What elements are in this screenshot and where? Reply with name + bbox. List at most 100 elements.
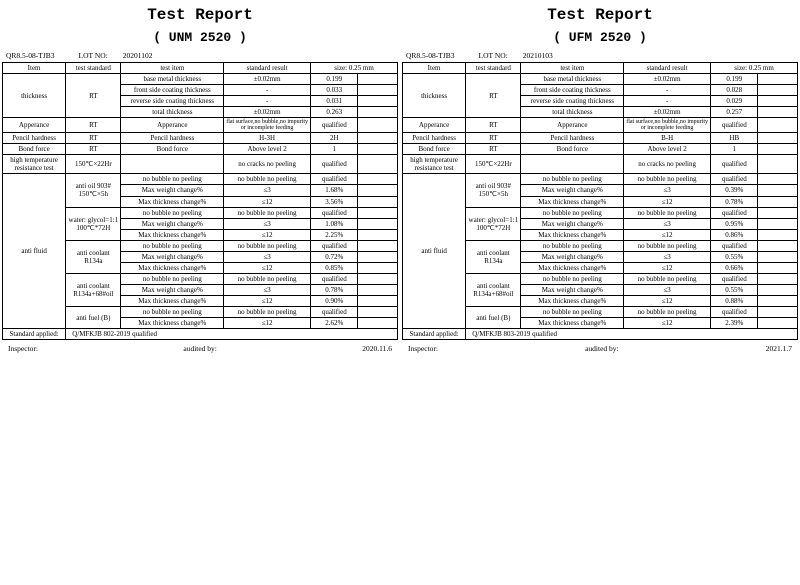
appearance-value: qualified (311, 118, 358, 133)
empty-cell (758, 306, 798, 317)
pencil-standard: H-3H (224, 133, 311, 144)
antifluid-item: no bubble no peeling (521, 174, 624, 185)
empty-cell (358, 207, 398, 218)
antifluid-item: Max thickness change% (521, 295, 624, 306)
pencil-standard: B-H (624, 133, 711, 144)
appearance-label: Apperance (3, 118, 66, 133)
pencil-std: RT (66, 133, 121, 144)
thickness-value: 0.033 (311, 85, 358, 96)
empty-cell (758, 240, 798, 251)
bond-item: Bond force (521, 144, 624, 155)
antifluid-item: Max thickness change% (521, 318, 624, 329)
report-subtitle: ( UNM 2520 ) (2, 30, 398, 45)
bond-value: 1 (311, 144, 358, 155)
thickness-item: front side coating thickness (521, 85, 624, 96)
thickness-label: thickness (403, 74, 466, 118)
empty-cell (758, 218, 798, 229)
empty-cell (758, 284, 798, 295)
antifluid-standard: no bubble no peeling (624, 306, 711, 317)
appearance-item: Apperance (521, 118, 624, 133)
empty-cell (758, 118, 798, 133)
antifluid-standard: no bubble no peeling (624, 240, 711, 251)
hdr-test-standard: test standard (66, 63, 121, 74)
bond-standard: Above level 2 (224, 144, 311, 155)
antifluid-item: Max weight change% (121, 284, 224, 295)
antifluid-standard: ≤12 (224, 318, 311, 329)
empty-cell (358, 306, 398, 317)
empty-cell (758, 85, 798, 96)
antifluid-standard: no bubble no peeling (224, 306, 311, 317)
antifluid-standard: ≤3 (624, 185, 711, 196)
lot-no: LOT NO: 20201102 (79, 51, 153, 60)
antifluid-group-std: anti fuel (B) (66, 306, 121, 328)
antifluid-value: 0.55% (711, 284, 758, 295)
hitemp-item (521, 155, 624, 174)
antifluid-value: 0.85% (311, 262, 358, 273)
antifluid-item: Max weight change% (121, 185, 224, 196)
antifluid-standard: ≤12 (224, 229, 311, 240)
antifluid-standard: ≤3 (624, 284, 711, 295)
bond-label: Bond force (3, 144, 66, 155)
pencil-item: Pencil hardness (121, 133, 224, 144)
empty-cell (758, 295, 798, 306)
thickness-standard: ±0.02mm (624, 74, 711, 85)
antifluid-value: 0.72% (311, 251, 358, 262)
empty-cell (758, 144, 798, 155)
report-table: Itemtest standardtest itemstandard resul… (2, 62, 398, 340)
antifluid-standard: ≤12 (224, 295, 311, 306)
antifluid-standard: ≤12 (224, 262, 311, 273)
thickness-item: base metal thickness (521, 74, 624, 85)
lot-no: LOT NO: 20210103 (479, 51, 553, 60)
footer-date: 2021.1.7 (766, 344, 792, 353)
hitemp-std: 150℃×22Hr (66, 155, 121, 174)
antifluid-standard: ≤3 (224, 185, 311, 196)
antifluid-item: no bubble no peeling (121, 306, 224, 317)
appearance-std: RT (66, 118, 121, 133)
bond-std: RT (66, 144, 121, 155)
pencil-label: Pencil hardness (403, 133, 466, 144)
antifluid-value: 0.88% (711, 295, 758, 306)
antifluid-item: Max weight change% (521, 218, 624, 229)
antifluid-value: 1.68% (311, 185, 358, 196)
hitemp-std: 150℃×22Hr (466, 155, 521, 174)
footer: Inspector:audited by:2020.11.6 (2, 340, 398, 355)
appearance-standard: flat surface,no bubble,no impurity or in… (224, 118, 311, 133)
antifluid-value: qualified (711, 207, 758, 218)
lot-line: QR8.5-08-TJB3LOT NO: 20201102 (2, 49, 398, 62)
bond-standard: Above level 2 (624, 144, 711, 155)
antifluid-value: 0.55% (711, 251, 758, 262)
thickness-standard: - (224, 85, 311, 96)
antifluid-group-std: water: glycol=1:1 100℃*72H (66, 207, 121, 240)
pencil-value: HB (711, 133, 758, 144)
empty-cell (758, 174, 798, 185)
hdr-test-item: test item (521, 63, 624, 74)
empty-cell (358, 74, 398, 85)
antifluid-value: 0.95% (711, 218, 758, 229)
thickness-std: RT (66, 74, 121, 118)
antifluid-item: Max weight change% (521, 284, 624, 295)
antifluid-item: no bubble no peeling (521, 240, 624, 251)
report-subtitle: ( UFM 2520 ) (402, 30, 798, 45)
empty-cell (758, 196, 798, 207)
antifluid-value: 2.25% (311, 229, 358, 240)
thickness-item: reverse side coating thickness (121, 96, 224, 107)
hdr-standard-result: standard result (224, 63, 311, 74)
empty-cell (358, 284, 398, 295)
antifluid-value: 0.90% (311, 295, 358, 306)
hdr-size: size: 0.25 mm (311, 63, 398, 74)
empty-cell (758, 262, 798, 273)
antifluid-item: Max thickness change% (121, 229, 224, 240)
empty-cell (358, 295, 398, 306)
hdr-item: Item (3, 63, 66, 74)
empty-cell (358, 107, 398, 118)
empty-cell (358, 262, 398, 273)
antifluid-item: no bubble no peeling (121, 240, 224, 251)
antifluid-item: Max thickness change% (521, 262, 624, 273)
empty-cell (758, 133, 798, 144)
antifluid-label: anti fluid (403, 174, 466, 329)
doc-code: QR8.5-08-TJB3 (406, 51, 455, 60)
antifluid-standard: ≤12 (624, 295, 711, 306)
pencil-std: RT (466, 133, 521, 144)
lot-line: QR8.5-08-TJB3 LOT NO: 20210103 (402, 49, 798, 62)
thickness-standard: - (224, 96, 311, 107)
